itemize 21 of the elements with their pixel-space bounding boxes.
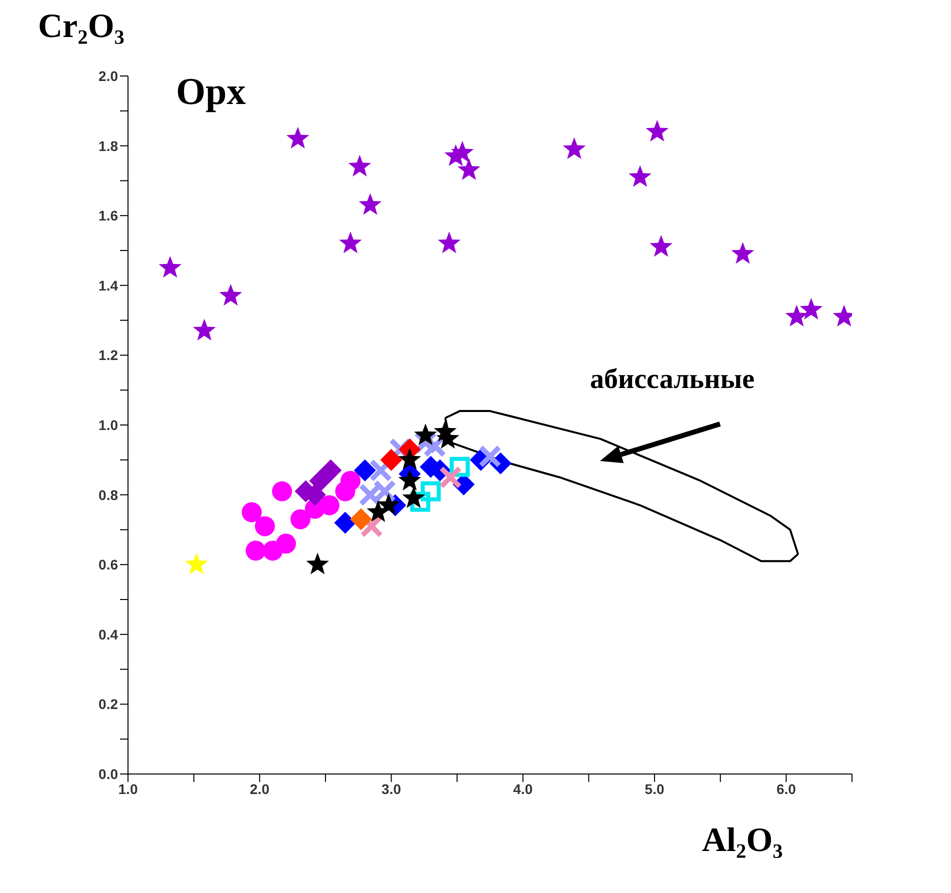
x-tick-label: 5.0	[644, 780, 664, 797]
x-tick-label: 1.0	[118, 780, 138, 797]
y-axis-title: Cr₂O₃	[38, 8, 124, 46]
x-axis-title: Al₂O₃	[702, 822, 783, 860]
annotation: абиссальные	[590, 364, 755, 396]
y-tick-label: 1.0	[98, 416, 118, 433]
x-tick-label: 3.0	[382, 780, 402, 797]
y-tick-label: 1.6	[98, 208, 118, 224]
y-tick-label: 1.8	[98, 138, 118, 154]
x-tick-label: 2.0	[250, 780, 270, 797]
y-tick-label: 0.2	[98, 696, 118, 712]
y-tick-label: 0.4	[98, 626, 118, 642]
y-tick-label: 1.4	[98, 277, 118, 294]
x-tick-label: 4.0	[513, 780, 533, 797]
chart-title: Opx	[176, 70, 246, 114]
x-tick-label: 6.0	[776, 780, 796, 797]
y-tick-label: 0.0	[98, 766, 118, 782]
y-tick-label: 1.2	[98, 347, 118, 364]
y-tick-label: 2.0	[98, 68, 118, 84]
y-tick-label: 0.8	[98, 486, 118, 503]
y-tick-label: 0.6	[98, 556, 118, 573]
